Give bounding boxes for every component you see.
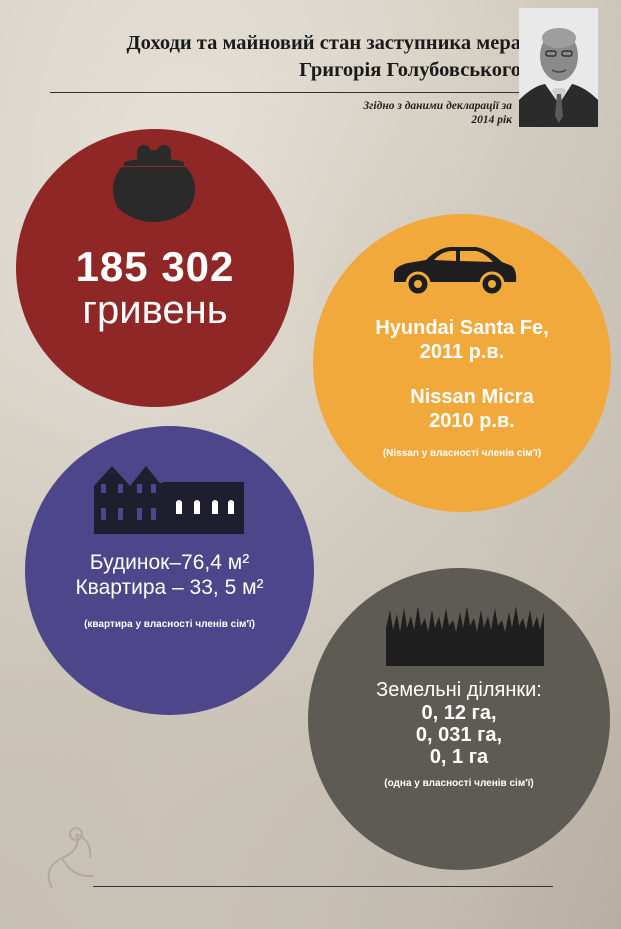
house-area: Будинок–76,4 м²	[89, 551, 250, 574]
house-icon	[94, 464, 244, 539]
grass-icon	[386, 606, 544, 671]
car-2: Nissan Micra 2010 р.в.	[333, 385, 611, 433]
realty-note: (квартира у власності членів сім'ї)	[84, 619, 255, 630]
subtitle: Згідно з даними декларації за 2014 рік	[300, 99, 512, 127]
car-icon	[390, 238, 518, 303]
title-line-1: Доходи та майновий стан заступника мера	[126, 32, 522, 54]
floral-ornament	[32, 818, 122, 908]
realty-circle	[25, 426, 314, 715]
car-1-model: Hyundai Santa Fe,	[375, 317, 549, 339]
income-amount: 185 302	[75, 243, 235, 290]
land-title: Земельні ділянки:	[376, 679, 542, 701]
car-2-model: Nissan Micra	[410, 386, 534, 408]
land-plot-1: 0, 12 га,	[421, 702, 497, 724]
purse-icon	[104, 140, 204, 230]
title-line-2: Григорія Голубовського	[299, 59, 521, 81]
bottom-divider	[93, 886, 553, 887]
portrait-photo	[519, 8, 598, 127]
car-1: Hyundai Santa Fe, 2011 р.в.	[313, 316, 611, 364]
car-2-year: 2010 р.в.	[429, 410, 515, 432]
income-currency: гривень	[82, 288, 228, 332]
land-plot-3: 0, 1 га	[429, 746, 489, 768]
land-note: (одна у власності членів сім'ї)	[384, 778, 534, 789]
car-1-year: 2011 р.в.	[419, 341, 505, 363]
subtitle-line-1: Згідно з даними декларації за	[363, 100, 512, 112]
cars-note: (Nissan у власності членів сім'ї)	[382, 448, 542, 459]
land-plot-2: 0, 031 га,	[415, 724, 503, 746]
page-title: Доходи та майновий стан заступника мера …	[16, 30, 522, 84]
flat-area: Квартира – 33, 5 м²	[75, 576, 264, 599]
title-divider	[50, 92, 520, 93]
subtitle-line-2: 2014 рік	[471, 114, 512, 126]
